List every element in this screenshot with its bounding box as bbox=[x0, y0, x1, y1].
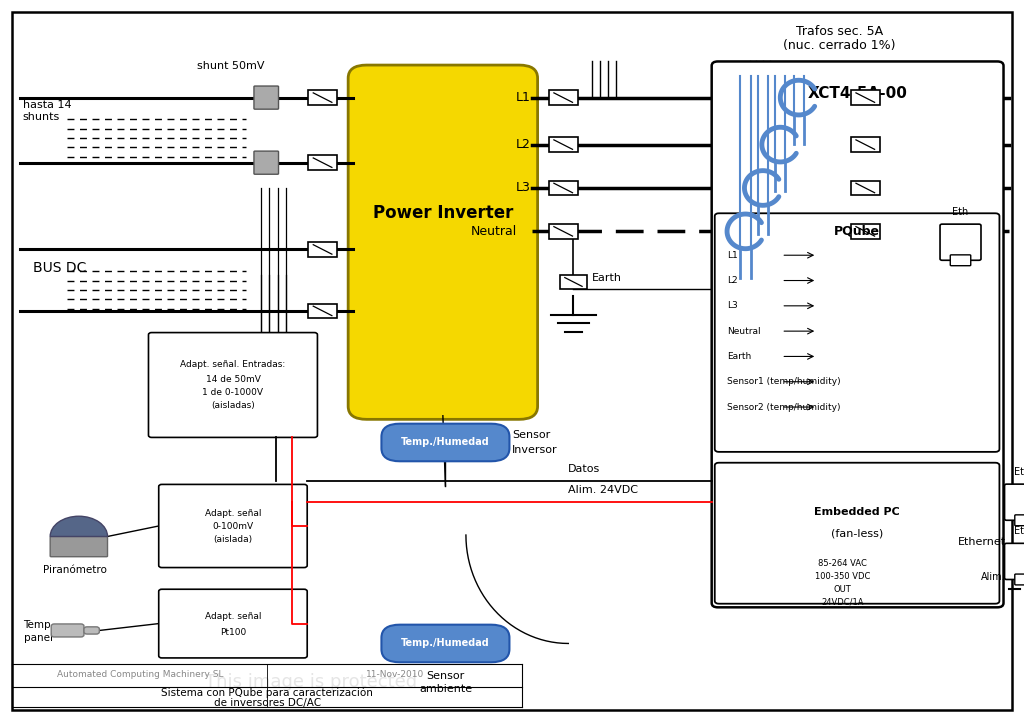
FancyBboxPatch shape bbox=[254, 86, 279, 109]
Text: This image is protected: This image is protected bbox=[205, 673, 417, 690]
Text: Sistema con PQube para caracterización: Sistema con PQube para caracterización bbox=[162, 688, 373, 698]
Text: Adapt. señal: Adapt. señal bbox=[205, 612, 261, 621]
FancyBboxPatch shape bbox=[712, 61, 1004, 607]
Text: 1 de 0-1000V: 1 de 0-1000V bbox=[203, 388, 263, 397]
Text: 24VDC/1A: 24VDC/1A bbox=[821, 597, 864, 606]
Text: panel: panel bbox=[24, 633, 52, 643]
Text: Neutral: Neutral bbox=[727, 327, 761, 335]
Text: Alim. 24VDC: Alim. 24VDC bbox=[568, 485, 638, 495]
Bar bbox=[549, 137, 578, 152]
Text: Sensor1 (temp/humidity): Sensor1 (temp/humidity) bbox=[727, 377, 841, 386]
FancyBboxPatch shape bbox=[148, 333, 317, 437]
Text: Pt100: Pt100 bbox=[220, 628, 246, 638]
Text: Temp./Humedad: Temp./Humedad bbox=[401, 638, 489, 649]
Text: Eth: Eth bbox=[952, 207, 969, 217]
FancyBboxPatch shape bbox=[159, 589, 307, 658]
FancyBboxPatch shape bbox=[12, 12, 1012, 710]
Text: Power Inverter: Power Inverter bbox=[373, 205, 513, 222]
Text: Piranómetro: Piranómetro bbox=[43, 565, 106, 576]
Text: (fan-less): (fan-less) bbox=[830, 529, 884, 538]
Text: Alim.: Alim. bbox=[981, 572, 1006, 582]
Text: BUS DC: BUS DC bbox=[33, 260, 86, 275]
Text: Earth: Earth bbox=[727, 352, 752, 361]
Text: L1: L1 bbox=[515, 91, 530, 104]
Text: PQube: PQube bbox=[835, 225, 880, 238]
Text: Eth2: Eth2 bbox=[1014, 526, 1024, 536]
FancyBboxPatch shape bbox=[51, 624, 84, 637]
Text: 85-264 VAC: 85-264 VAC bbox=[818, 560, 867, 568]
Bar bbox=[560, 275, 587, 288]
Bar bbox=[851, 224, 880, 239]
Bar bbox=[549, 181, 578, 195]
Text: (aislada): (aislada) bbox=[213, 535, 253, 544]
Bar bbox=[308, 155, 337, 170]
Text: Adapt. señal: Adapt. señal bbox=[205, 509, 261, 518]
Bar bbox=[549, 90, 578, 105]
Text: L3: L3 bbox=[727, 301, 737, 310]
FancyBboxPatch shape bbox=[159, 484, 307, 568]
Text: shunt 50mV: shunt 50mV bbox=[197, 61, 264, 71]
FancyBboxPatch shape bbox=[1005, 544, 1024, 580]
Wedge shape bbox=[50, 516, 108, 536]
Text: OUT: OUT bbox=[834, 585, 852, 594]
Bar bbox=[851, 181, 880, 195]
Text: 0-100mV: 0-100mV bbox=[212, 522, 254, 531]
Text: ambiente: ambiente bbox=[419, 684, 472, 694]
Text: Ethernet: Ethernet bbox=[957, 537, 1006, 547]
Text: Adapt. señal. Entradas:: Adapt. señal. Entradas: bbox=[180, 360, 286, 369]
Text: 100-350 VDC: 100-350 VDC bbox=[815, 573, 870, 581]
FancyBboxPatch shape bbox=[348, 65, 538, 419]
Bar bbox=[308, 304, 337, 318]
Text: (aisladas): (aisladas) bbox=[211, 401, 255, 410]
Text: hasta 14: hasta 14 bbox=[23, 100, 71, 110]
Text: 14 de 50mV: 14 de 50mV bbox=[206, 375, 260, 384]
Text: Automated Computing Machinery SL: Automated Computing Machinery SL bbox=[56, 670, 223, 679]
Bar bbox=[308, 90, 337, 105]
Text: Inversor: Inversor bbox=[512, 445, 558, 455]
Text: Embedded PC: Embedded PC bbox=[814, 507, 900, 517]
Text: (nuc. cerrado 1%): (nuc. cerrado 1%) bbox=[783, 39, 896, 52]
Text: Sensor: Sensor bbox=[426, 671, 465, 681]
Text: Earth: Earth bbox=[592, 273, 622, 283]
FancyBboxPatch shape bbox=[940, 224, 981, 260]
Text: Neutral: Neutral bbox=[471, 225, 517, 238]
Text: Eth1: Eth1 bbox=[1014, 467, 1024, 477]
Bar bbox=[308, 242, 337, 257]
Text: Sensor: Sensor bbox=[512, 430, 550, 440]
Text: Sensor2 (temp/humidity): Sensor2 (temp/humidity) bbox=[727, 403, 841, 411]
FancyBboxPatch shape bbox=[381, 625, 510, 662]
Text: L3: L3 bbox=[515, 181, 530, 194]
Text: Temp./Humedad: Temp./Humedad bbox=[401, 437, 489, 448]
FancyBboxPatch shape bbox=[50, 536, 108, 557]
FancyBboxPatch shape bbox=[1015, 574, 1024, 585]
Text: Datos: Datos bbox=[568, 463, 600, 474]
Text: de inversores DC/AC: de inversores DC/AC bbox=[214, 698, 321, 708]
FancyBboxPatch shape bbox=[381, 424, 510, 461]
Bar bbox=[851, 137, 880, 152]
Text: L2: L2 bbox=[727, 276, 737, 285]
Text: L2: L2 bbox=[515, 138, 530, 151]
Bar bbox=[549, 224, 578, 239]
FancyBboxPatch shape bbox=[715, 463, 999, 604]
Text: XCT4-5A-00: XCT4-5A-00 bbox=[808, 87, 907, 101]
Text: 11-Nov-2010: 11-Nov-2010 bbox=[366, 670, 424, 679]
Text: Trafos sec. 5A: Trafos sec. 5A bbox=[796, 25, 884, 38]
FancyBboxPatch shape bbox=[950, 254, 971, 265]
FancyBboxPatch shape bbox=[1015, 515, 1024, 526]
FancyBboxPatch shape bbox=[715, 213, 999, 452]
Text: Temp.: Temp. bbox=[24, 620, 54, 630]
FancyBboxPatch shape bbox=[1005, 484, 1024, 521]
FancyBboxPatch shape bbox=[254, 151, 279, 174]
Bar bbox=[851, 90, 880, 105]
FancyBboxPatch shape bbox=[84, 627, 99, 634]
Text: L1: L1 bbox=[727, 251, 737, 260]
Text: shunts: shunts bbox=[23, 112, 59, 122]
